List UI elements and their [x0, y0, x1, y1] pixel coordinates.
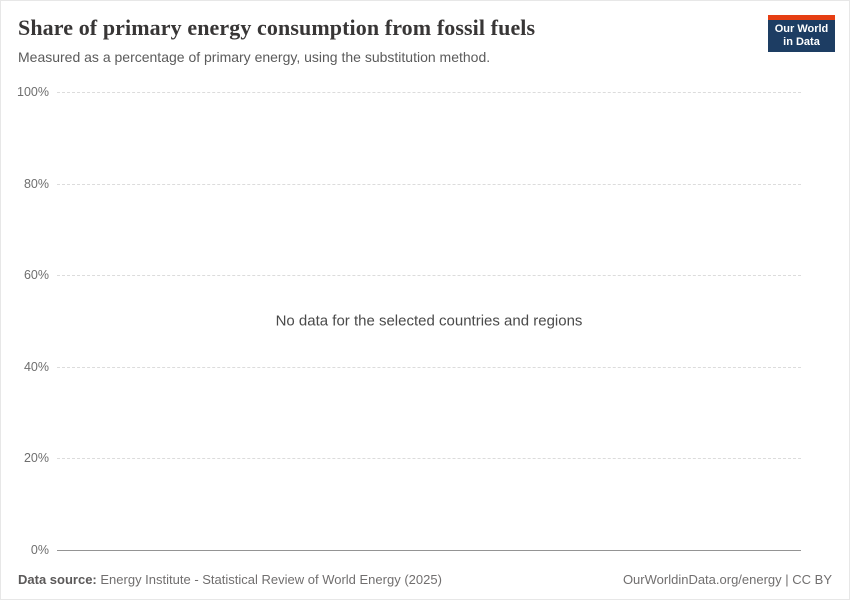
y-gridline — [57, 458, 801, 460]
chart-header: Share of primary energy consumption from… — [18, 15, 835, 65]
y-tick-label: 20% — [23, 451, 49, 466]
data-source: Data source: Energy Institute - Statisti… — [18, 572, 442, 587]
y-tick-label: 80% — [23, 176, 49, 191]
y-tick-label: 40% — [23, 359, 49, 374]
chart-title: Share of primary energy consumption from… — [18, 15, 536, 40]
y-gridline — [57, 275, 801, 277]
y-axis-labels: 0% 20% 40% 60% 80% 100% — [1, 85, 49, 557]
no-data-message: No data for the selected countries and r… — [275, 312, 583, 330]
data-source-label: Data source: — [18, 572, 97, 587]
y-gridline — [57, 92, 801, 93]
plot-area: No data for the selected countries and r… — [57, 92, 801, 551]
y-tick-label: 100% — [17, 85, 49, 99]
data-source-text[interactable]: Energy Institute - Statistical Review of… — [100, 572, 442, 587]
y-tick-label: 60% — [23, 268, 49, 283]
chart-footer: Data source: Energy Institute - Statisti… — [18, 572, 832, 587]
y-gridline — [57, 183, 801, 185]
y-tick-label: 0% — [30, 543, 49, 557]
x-axis-line — [57, 550, 801, 551]
owid-logo-line1: Our World — [774, 23, 829, 35]
footer-credit-link[interactable]: OurWorldinData.org/energy | CC BY — [622, 572, 832, 587]
header-text: Share of primary energy consumption from… — [18, 15, 535, 65]
chart-subtitle: Measured as a percentage of primary ener… — [18, 49, 491, 65]
y-gridline — [57, 366, 801, 368]
owid-logo[interactable]: Our World in Data — [768, 15, 835, 52]
owid-logo-line2: in Data — [783, 36, 820, 48]
